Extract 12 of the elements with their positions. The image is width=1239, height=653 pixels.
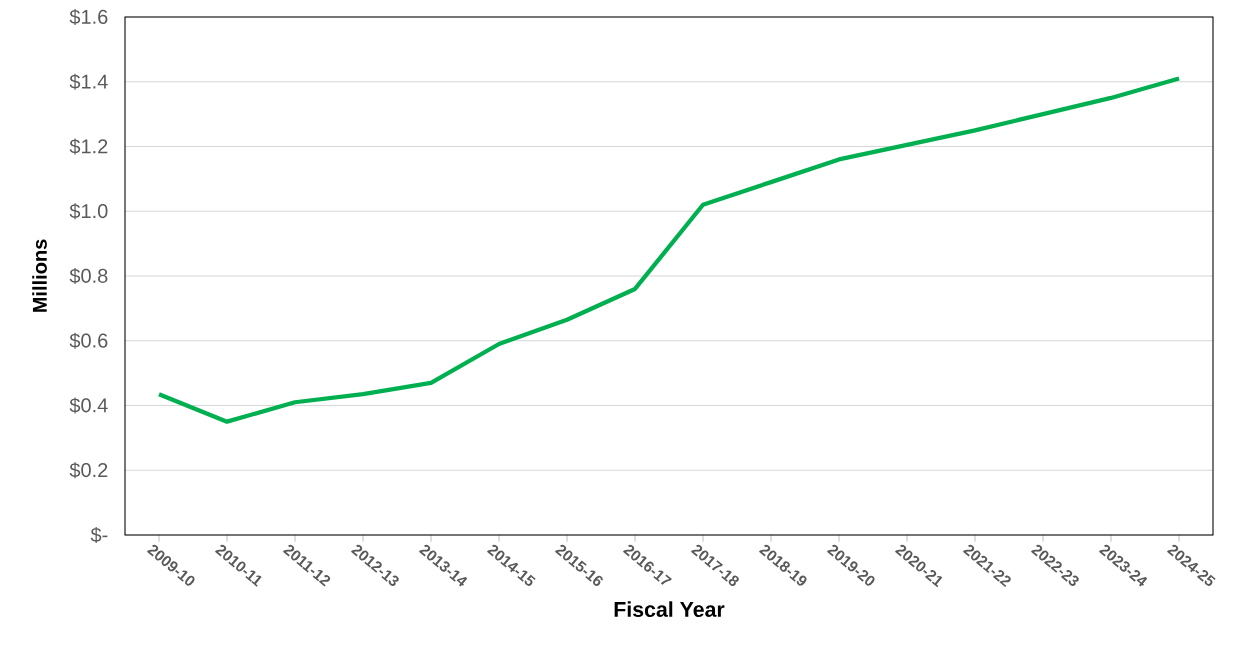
y-tick-label: $0.4 (69, 397, 108, 414)
y-tick-label: $1.0 (69, 203, 108, 220)
line-series (156, 76, 1182, 424)
y-tick-label: $1.2 (69, 138, 108, 155)
x-axis-title: Fiscal Year (614, 601, 725, 617)
y-tick-label: $0.6 (69, 332, 108, 349)
y-axis-title: Millions (32, 239, 47, 312)
y-tick-label: $0.8 (69, 267, 108, 285)
y-tick-label: $0.2 (69, 462, 108, 479)
y-tick-label: $- (90, 526, 108, 544)
y-tick-label: $1.4 (69, 73, 108, 90)
y-tick-label: $1.6 (69, 8, 108, 26)
